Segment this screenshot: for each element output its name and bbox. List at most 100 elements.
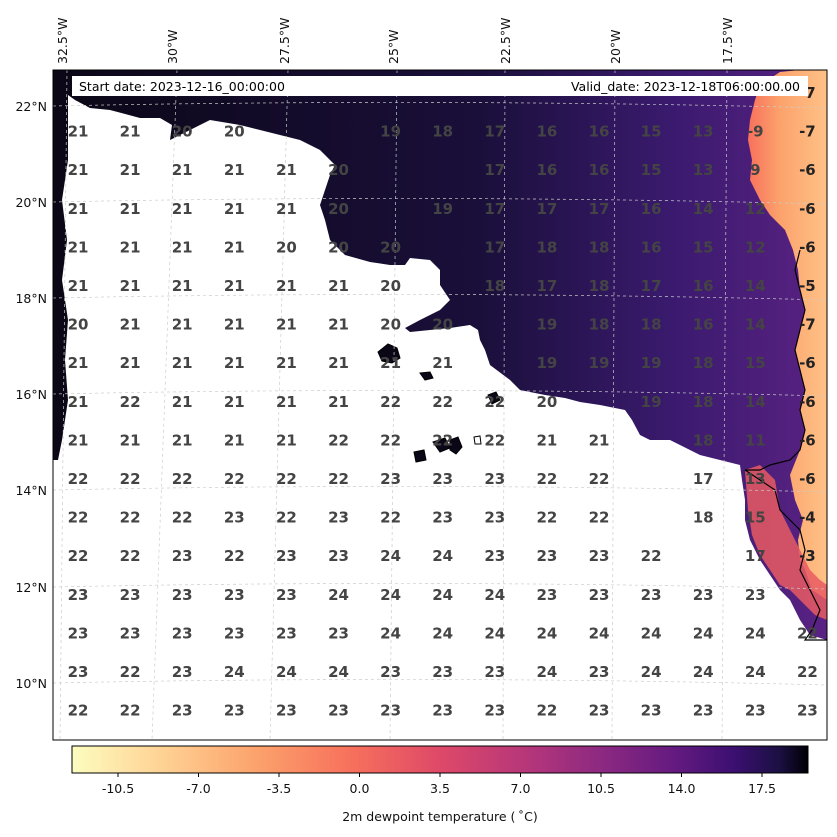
grid-value: 23 (589, 702, 610, 720)
grid-value: 22 (120, 547, 141, 565)
grid-value: 24 (432, 586, 453, 604)
island-cluster-7 (413, 449, 427, 463)
grid-value: 24 (641, 624, 662, 642)
grid-value: 22 (589, 509, 610, 527)
island-cluster-3 (487, 391, 501, 405)
grid-value: 22 (68, 547, 89, 565)
lat-label: 10°N (15, 676, 47, 691)
grid-value: 16 (641, 238, 662, 256)
grid-value: 21 (224, 238, 245, 256)
grid-value: 23 (276, 624, 297, 642)
grid-value: 21 (172, 200, 193, 218)
grid-value: 11 (745, 431, 766, 449)
start-date-label: Start date: 2023-12-16_00:00:00 (79, 79, 285, 94)
grid-value: 23 (484, 702, 505, 720)
lon-label: 22.5°W (498, 18, 513, 64)
grid-value: 21 (172, 354, 193, 372)
colorbar-tick-label: 17.5 (748, 781, 776, 796)
grid-value: 24 (380, 586, 401, 604)
grid-value: 17 (641, 277, 662, 295)
grid-value: 23 (641, 586, 662, 604)
grid-value: 23 (68, 663, 89, 681)
grid-value: 23 (380, 470, 401, 488)
grid-value: 23 (328, 509, 349, 527)
grid-value: 22 (432, 431, 453, 449)
lon-label: 27.5°W (277, 18, 292, 64)
grid-value: 23 (328, 702, 349, 720)
grid-value: 21 (172, 431, 193, 449)
grid-value: 18 (589, 277, 610, 295)
grid-value: 20 (380, 277, 401, 295)
island-cluster-5 (449, 436, 463, 455)
grid-value: 18 (589, 238, 610, 256)
grid-value: 23 (172, 586, 193, 604)
colorbar-tick-label: 14.0 (668, 781, 696, 796)
grid-value: 22 (589, 470, 610, 488)
map-area: -7 21 21 20 20 19 18 17 16 16 15 13 -9 -7 21 21 21 21 21 20… (53, 70, 827, 740)
grid-value: 18 (432, 123, 453, 141)
grid-value: 21 (172, 277, 193, 295)
grid-value: 13 (693, 123, 714, 141)
grid-value: 24 (693, 663, 714, 681)
coastline (744, 249, 827, 641)
grid-value: 17 (745, 547, 766, 565)
grid-value: 22 (484, 393, 505, 411)
grid-value: 9 (750, 161, 760, 179)
grid-value: 21 (68, 393, 89, 411)
grid-value: 23 (589, 586, 610, 604)
grid-value: 18 (589, 316, 610, 334)
grid-value: 22 (797, 663, 818, 681)
grid-value: -6 (799, 161, 816, 179)
grid-value: 23 (641, 702, 662, 720)
grid-value: 21 (172, 316, 193, 334)
lat-label: 22°N (15, 99, 47, 114)
grid-value: -6 (799, 470, 816, 488)
grid-value: 22 (380, 509, 401, 527)
grid-value: 22 (641, 547, 662, 565)
grid-value: 21 (276, 431, 297, 449)
grid-value: 24 (224, 663, 245, 681)
grid-value: 20 (432, 316, 453, 334)
grid-value: 23 (172, 663, 193, 681)
grid-value: -3 (799, 547, 816, 565)
grid-value: -7 (799, 316, 816, 334)
coastal-warm-south (745, 465, 827, 620)
grid-value: 20 (224, 123, 245, 141)
colorbar-gradient (71, 745, 809, 774)
grid-value: 17 (536, 200, 557, 218)
grid-value: 23 (276, 547, 297, 565)
grid-value: 15 (693, 238, 714, 256)
grid-value: 21 (276, 393, 297, 411)
grid-value: 21 (380, 354, 401, 372)
grid-value: 21 (276, 200, 297, 218)
grid-value: 18 (693, 354, 714, 372)
grid-value: 23 (172, 547, 193, 565)
grid-value: 23 (589, 663, 610, 681)
lon-label: 30°W (165, 29, 180, 64)
grid-value: 17 (589, 200, 610, 218)
grid-value: 22 (536, 702, 557, 720)
grid-value: 15 (745, 354, 766, 372)
grid-value: -9 (747, 123, 764, 141)
island-cluster-2 (419, 371, 434, 381)
grid-value: 23 (224, 624, 245, 642)
value-labels: -7 21 21 20 20 19 18 17 16 16 15 13 -9 -7 21 21 21 21 21 20… (68, 84, 818, 720)
grid-value: 21 (68, 277, 89, 295)
grid-value: 20 (276, 238, 297, 256)
grid-value: 21 (328, 277, 349, 295)
grid-value: 14 (745, 316, 766, 334)
grid-value: 23 (68, 586, 89, 604)
grid-value: 23 (432, 470, 453, 488)
grid-value: 21 (328, 354, 349, 372)
grid-value: 16 (641, 200, 662, 218)
grid-value: 22 (68, 470, 89, 488)
grid-value: 22 (380, 431, 401, 449)
lon-label: 25°W (386, 29, 401, 64)
colorbar-tick-label: 0.0 (350, 781, 370, 796)
grid-value: 21 (120, 431, 141, 449)
grid-value: 17 (484, 161, 505, 179)
grid-value: 21 (276, 354, 297, 372)
grid-value: 18 (693, 393, 714, 411)
grid-value: 21 (120, 354, 141, 372)
